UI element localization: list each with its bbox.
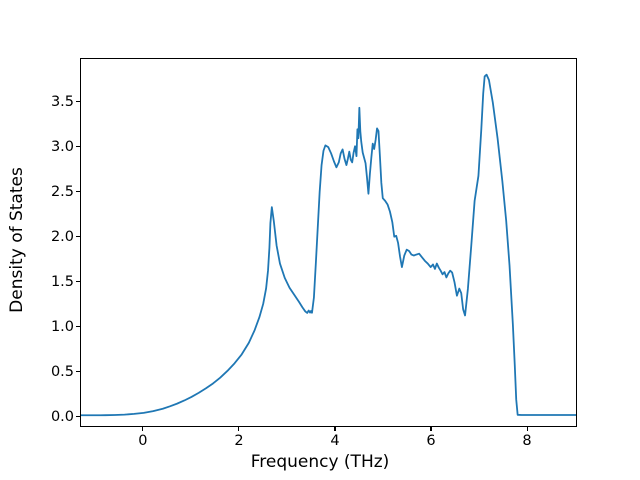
x-tick-label: 0 <box>138 433 148 449</box>
x-tick-mark <box>430 427 432 431</box>
y-tick-mark <box>76 416 80 418</box>
x-tick-mark <box>526 427 528 431</box>
x-tick-mark <box>334 427 336 431</box>
y-tick-mark <box>76 326 80 328</box>
y-tick-label: 2.0 <box>50 228 74 245</box>
y-tick-label: 2.5 <box>50 183 74 200</box>
x-tick-label: 6 <box>426 433 436 449</box>
x-axis-label: Frequency (THz) <box>250 452 390 472</box>
y-tick-mark <box>76 281 80 283</box>
y-tick-label: 1.5 <box>50 273 74 290</box>
phonon-dos-line-series <box>81 73 576 417</box>
y-tick-mark <box>76 101 80 103</box>
y-tick-mark <box>76 191 80 193</box>
plot-area <box>80 58 577 427</box>
x-tick-label: 2 <box>234 433 244 449</box>
y-tick-mark <box>76 146 80 148</box>
y-tick-label: 0.5 <box>50 363 74 380</box>
y-axis-label: Density of States <box>7 167 27 313</box>
y-tick-mark <box>76 236 80 238</box>
x-tick-mark <box>238 427 240 431</box>
y-tick-mark <box>76 371 80 373</box>
y-tick-label: 3.0 <box>50 138 74 155</box>
y-axis-label-container: Density of States <box>0 0 34 480</box>
x-tick-label: 4 <box>330 433 340 449</box>
x-tick-label: 8 <box>522 433 532 449</box>
dos-line-chart-svg <box>81 73 576 417</box>
x-tick-mark <box>142 427 144 431</box>
y-tick-label: 1.0 <box>50 318 74 335</box>
y-tick-label: 0.0 <box>50 408 74 425</box>
y-tick-label: 3.5 <box>50 93 74 110</box>
